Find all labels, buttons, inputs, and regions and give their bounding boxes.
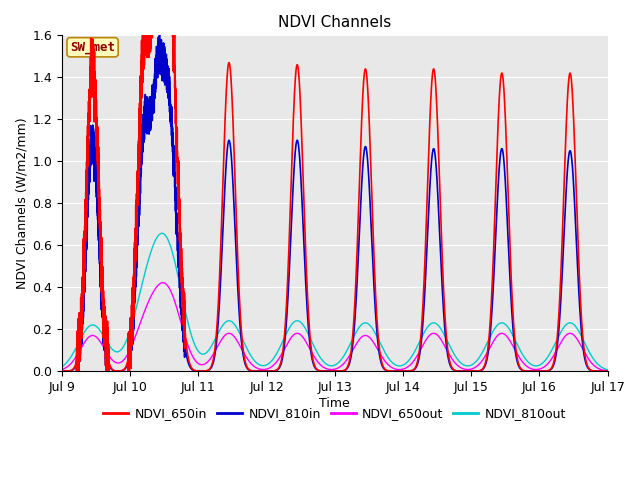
NDVI_650out [506,337,513,343]
NDVI_810in [58,368,66,374]
NDVI_810in [156,27,163,33]
NDVI_810in [582,360,589,365]
NDVI_810in [506,271,513,277]
NDVI_650in [73,368,81,374]
Line: NDVI_650out: NDVI_650out [62,283,607,371]
X-axis label: Time: Time [319,396,350,409]
NDVI_810out [58,364,66,370]
NDVI_810in [493,216,500,221]
NDVI_650out [159,280,166,286]
NDVI_810out [158,230,166,236]
NDVI_650in [493,164,500,169]
NDVI_650out [582,351,589,357]
NDVI_810in [196,368,204,374]
NDVI_650in [58,368,66,374]
NDVI_810out [506,327,513,333]
NDVI_810out [196,350,204,356]
NDVI_810in [73,368,81,374]
NDVI_650in [582,356,589,362]
Y-axis label: NDVI Channels (W/m2/mm): NDVI Channels (W/m2/mm) [15,118,28,289]
NDVI_810in [112,368,120,374]
Line: NDVI_810out: NDVI_810out [62,233,607,370]
NDVI_810out [112,349,120,355]
Text: SW_met: SW_met [70,41,115,54]
Line: NDVI_650in: NDVI_650in [62,0,607,371]
NDVI_650in [604,368,611,374]
NDVI_650in [543,368,550,374]
NDVI_810out [543,356,550,361]
Line: NDVI_810in: NDVI_810in [62,30,607,371]
NDVI_650out [604,368,611,373]
NDVI_810in [604,368,611,374]
NDVI_650out [196,361,204,367]
NDVI_650out [58,367,66,372]
NDVI_650out [112,360,120,365]
Legend: NDVI_650in, NDVI_810in, NDVI_650out, NDVI_810out: NDVI_650in, NDVI_810in, NDVI_650out, NDV… [99,402,571,425]
Title: NDVI Channels: NDVI Channels [278,15,391,30]
NDVI_650out [543,362,550,368]
NDVI_650in [506,238,513,244]
NDVI_650in [196,368,204,374]
NDVI_810out [582,342,589,348]
NDVI_810in [543,368,550,374]
NDVI_650out [493,334,500,340]
NDVI_810out [493,324,500,329]
NDVI_810out [604,367,611,372]
NDVI_650in [112,368,120,374]
